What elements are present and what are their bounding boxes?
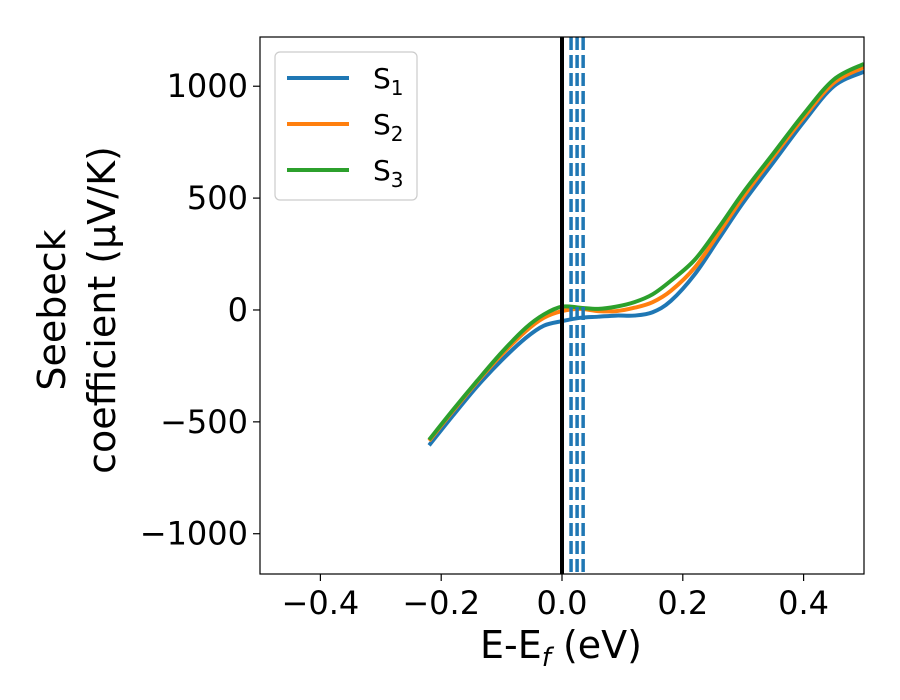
series-line-s3 xyxy=(427,62,864,442)
x-tick-label: 0.0 xyxy=(537,584,588,622)
y-tick-label: 500 xyxy=(187,179,248,217)
y-axis-label-line1: Seebeck xyxy=(30,229,74,390)
legend-label-s3: S3 xyxy=(373,154,404,192)
y-tick-label: 1000 xyxy=(167,67,248,105)
x-axis-label: E-Ef (eV) xyxy=(480,623,642,673)
legend-label-s1: S1 xyxy=(373,62,404,100)
y-tick-label: 0 xyxy=(228,291,248,329)
plot-area xyxy=(427,37,864,574)
x-tick-label: −0.2 xyxy=(402,584,480,622)
legend: S1 S2 S3 xyxy=(274,51,418,201)
series-line-s1 xyxy=(427,69,864,447)
y-axis-label: Seebeck coefficient (μV/K) xyxy=(30,146,124,474)
y-axis-label-line2: coefficient (μV/K) xyxy=(80,146,124,474)
y-tick-label: −500 xyxy=(160,403,248,441)
legend-label-s2: S2 xyxy=(373,108,404,146)
x-axis-label-unit: (eV) xyxy=(551,623,642,667)
x-tick-label: 0.2 xyxy=(657,584,708,622)
y-tick-label: −1000 xyxy=(140,515,248,553)
ticks-layer: −0.4 −0.2 0.0 0.2 0.4 −1000 −500 0 500 1000 xyxy=(140,67,829,622)
x-tick-label: 0.4 xyxy=(778,584,829,622)
x-tick-label: −0.4 xyxy=(282,584,360,622)
